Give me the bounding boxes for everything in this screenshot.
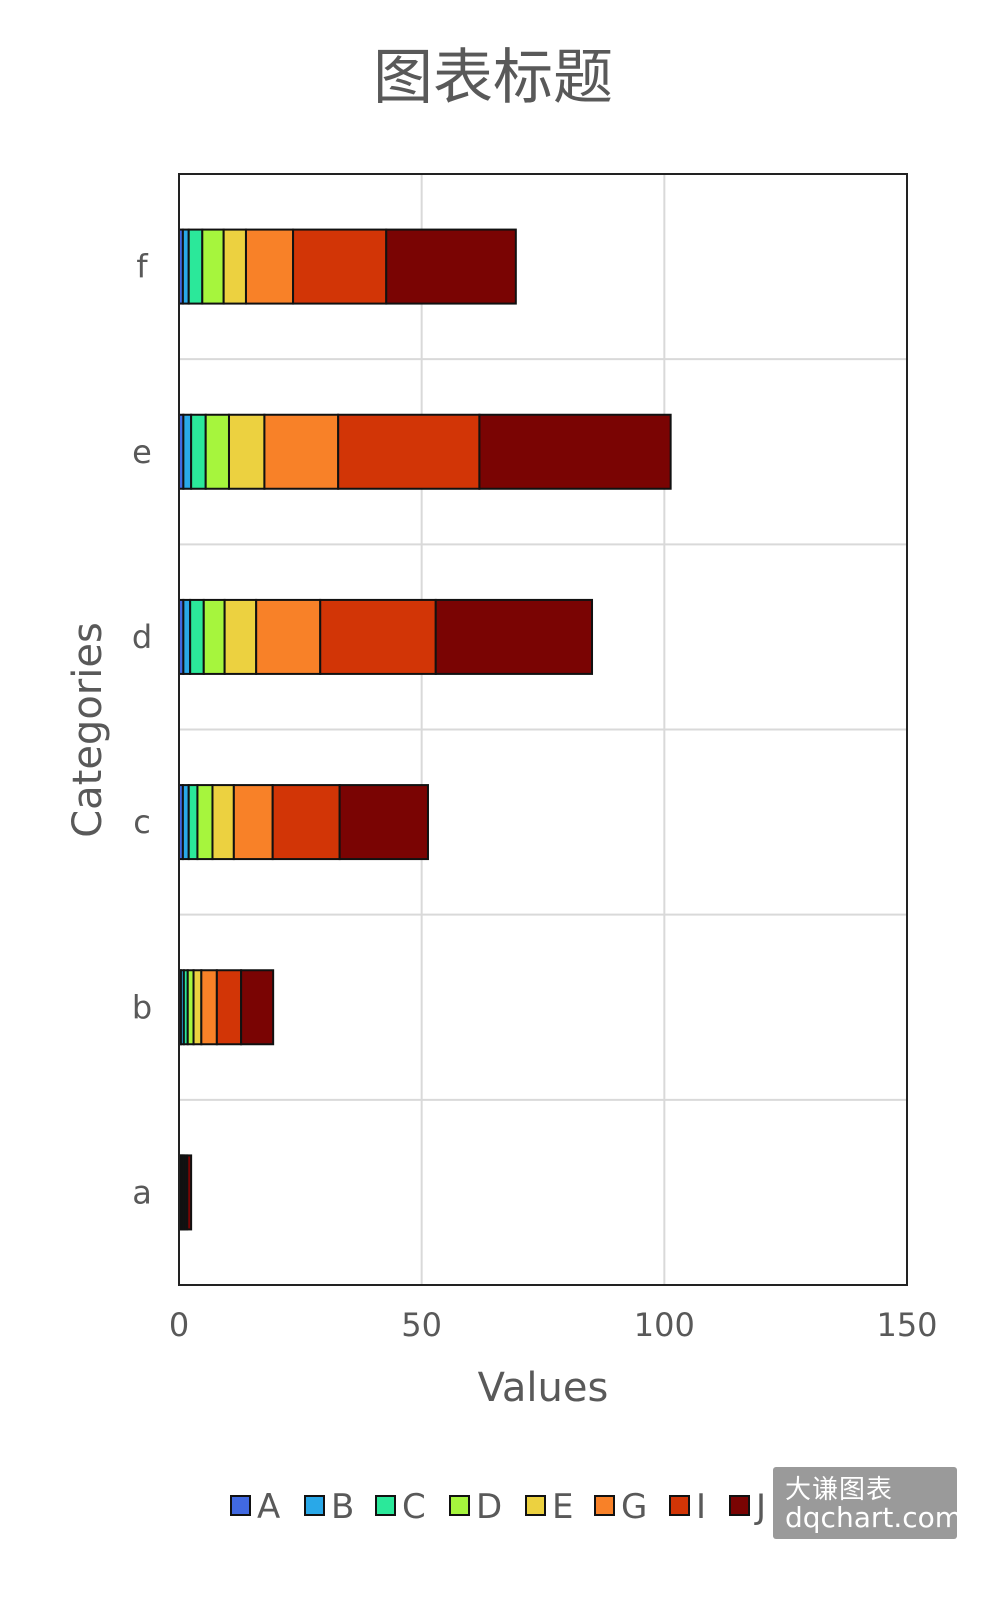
legend-label-G: G [621, 1487, 647, 1527]
bar-segment-D-e [204, 413, 230, 490]
x-tick-label: 50 [401, 1306, 442, 1344]
bar-segment-C-d [189, 598, 205, 675]
bar-segment-C-c [187, 784, 199, 861]
bar-segment-E-f [222, 228, 247, 305]
bar-segment-C-e [190, 413, 207, 490]
bar-segment-B-e [182, 413, 193, 490]
y-tick-label: b [132, 988, 152, 1026]
x-tick-label: 150 [876, 1306, 937, 1344]
bar-segment-J-f [385, 228, 517, 305]
bar-segment-G-b [200, 969, 218, 1046]
bar-segment-G-f [244, 228, 295, 305]
watermark-line2: dqchart.com [785, 1501, 963, 1534]
legend-label-D: D [476, 1487, 502, 1527]
legend-swatch-I [669, 1495, 690, 1516]
bar-segment-J-d [434, 598, 594, 675]
x-tick-label: 0 [169, 1306, 189, 1344]
legend-label-B: B [331, 1487, 354, 1527]
bar-segment-G-e [263, 413, 340, 490]
bar-segment-J-a [186, 1154, 193, 1231]
bar-segment-J-b [240, 969, 275, 1046]
x-axis-ticks: 0 50 100 150 [169, 1306, 938, 1344]
bar-segment-E-c [211, 784, 235, 861]
bar-segment-J-e [478, 413, 672, 490]
bar-segment-G-c [232, 784, 274, 861]
legend-label-A: A [257, 1487, 280, 1527]
y-axis-title: Categories [65, 622, 111, 838]
y-tick-label: f [136, 248, 148, 286]
legend-label-E: E [552, 1487, 573, 1527]
legend-swatch-C [375, 1495, 396, 1516]
watermark-badge: 大谦图表 dqchart.com [773, 1467, 962, 1539]
y-tick-label: e [132, 433, 152, 471]
bar-segment-E-e [227, 413, 266, 490]
y-tick-label: d [132, 618, 152, 656]
bar-segment-B-d [182, 598, 192, 675]
watermark-line1: 大谦图表 [785, 1475, 894, 1505]
bar-segment-I-d [319, 598, 437, 675]
legend-swatch-D [449, 1495, 470, 1516]
legend-swatch-J [729, 1495, 750, 1516]
legend-label-C: C [402, 1487, 426, 1527]
bar-segment-D-f [201, 228, 225, 305]
x-axis-title: Values [478, 1365, 609, 1411]
bar-segment-I-e [337, 413, 481, 490]
plot-frame [178, 173, 908, 1286]
legend-label-I: I [696, 1487, 706, 1527]
y-tick-label: c [133, 803, 151, 841]
legend-swatch-G [594, 1495, 615, 1516]
legend-swatch-B [304, 1495, 325, 1516]
bar-segment-I-c [271, 784, 341, 861]
bar-segment-C-f [187, 228, 204, 305]
legend-swatch-E [525, 1495, 546, 1516]
chart-title: 图表标题 [373, 43, 613, 113]
bar-segment-D-d [202, 598, 226, 675]
y-axis-ticks: a b c d e f [132, 248, 152, 1212]
bar-segment-I-b [215, 969, 243, 1046]
bar-segment-J-c [338, 784, 429, 861]
grid-lines [179, 174, 907, 1285]
legend-swatch-A [230, 1495, 251, 1516]
bar-segment-E-b [192, 969, 203, 1046]
y-tick-label: a [132, 1173, 152, 1211]
x-tick-label: 100 [634, 1306, 695, 1344]
bar-segment-G-d [255, 598, 322, 675]
legend-label-J: J [754, 1487, 766, 1527]
bars [178, 228, 672, 1231]
bar-segment-I-f [292, 228, 388, 305]
bar-segment-E-d [223, 598, 258, 675]
bar-segment-D-c [196, 784, 214, 861]
